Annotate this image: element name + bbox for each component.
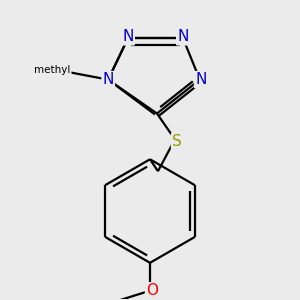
Text: methyl: methyl — [34, 65, 70, 75]
Text: N: N — [103, 72, 114, 87]
Text: S: S — [172, 134, 182, 149]
Text: N: N — [177, 29, 188, 44]
Text: O: O — [146, 283, 158, 298]
Text: N: N — [122, 29, 134, 44]
Text: N: N — [195, 72, 206, 87]
